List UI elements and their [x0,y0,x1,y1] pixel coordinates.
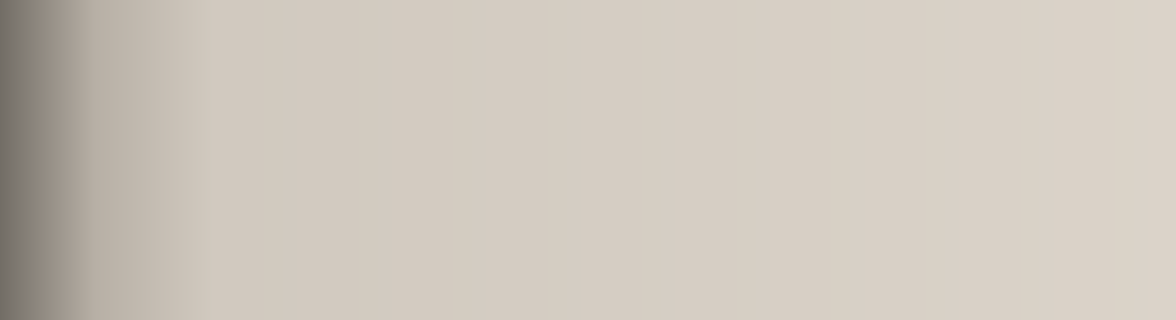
Text: 14. Discuss the significant similarities and differences between Gram-negative a: 14. Discuss the significant similarities… [152,108,1051,126]
Text: bacteria. Be as thorough and as detailed as possible (compare their width, spaci: bacteria. Be as thorough and as detailed… [152,153,1070,171]
Text: horizontal lattice composition etc). Diagrams are great.: horizontal lattice composition etc). Dia… [152,197,697,215]
